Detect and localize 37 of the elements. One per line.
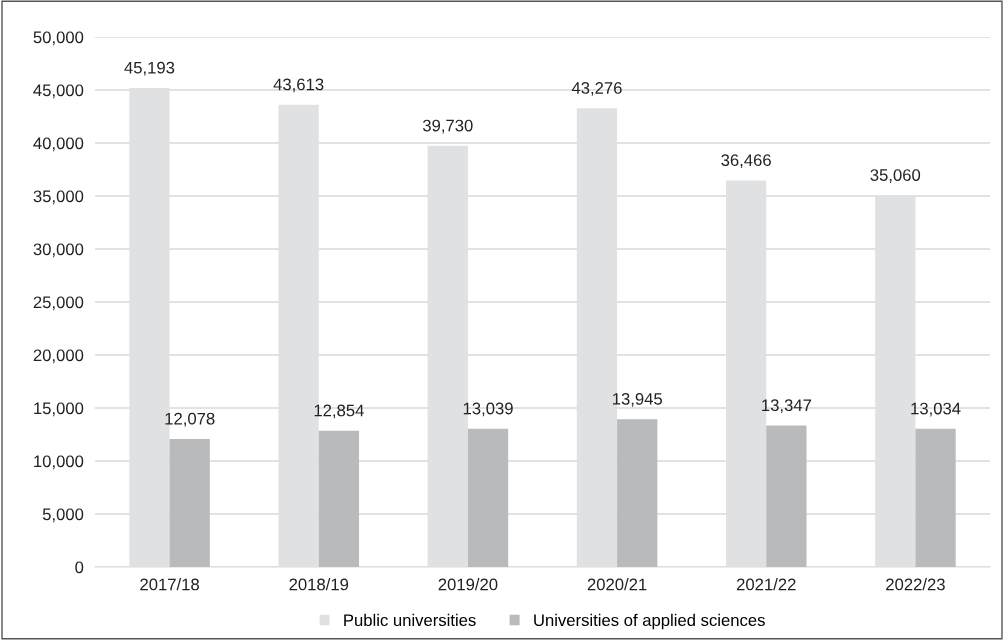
legend-label: Universities of applied sciences bbox=[534, 613, 765, 630]
data-label: 13,945 bbox=[613, 392, 663, 407]
y-tick-label: 5,000 bbox=[42, 508, 84, 523]
y-tick-label: 45,000 bbox=[33, 84, 84, 99]
x-tick-label: 2018/19 bbox=[289, 578, 349, 591]
data-label: 39,730 bbox=[422, 119, 473, 134]
bar bbox=[915, 428, 956, 567]
data-label: 45,193 bbox=[124, 61, 175, 76]
x-tick-label: 2019/20 bbox=[438, 578, 498, 591]
data-label: 12,078 bbox=[165, 412, 215, 427]
data-label: 35,060 bbox=[870, 169, 921, 183]
y-tick-label: 15,000 bbox=[34, 402, 84, 417]
data-label: 36,466 bbox=[721, 154, 771, 169]
y-tick-label: 40,000 bbox=[33, 137, 84, 152]
bar bbox=[617, 419, 658, 567]
x-tick-label: 2020/21 bbox=[587, 578, 647, 591]
bar bbox=[467, 428, 509, 567]
y-tick-label: 50,000 bbox=[33, 31, 84, 46]
y-tick-label: 0 bbox=[75, 561, 84, 574]
data-label: 13,347 bbox=[762, 399, 812, 414]
bar bbox=[766, 425, 807, 567]
x-tick-label: 2021/22 bbox=[736, 578, 796, 591]
y-tick-label: 35,000 bbox=[33, 190, 84, 205]
data-label: 12,854 bbox=[314, 404, 364, 419]
legend-label: Public universities bbox=[344, 613, 476, 627]
data-label: 13,039 bbox=[463, 402, 513, 417]
x-tick-label: 2022/23 bbox=[886, 578, 945, 591]
bar bbox=[169, 438, 210, 567]
y-tick-label: 25,000 bbox=[33, 296, 84, 311]
x-tick-label: 2017/18 bbox=[140, 578, 199, 591]
data-label: 13,034 bbox=[911, 402, 961, 417]
y-tick-label: 10,000 bbox=[34, 455, 84, 470]
y-tick-label: 30,000 bbox=[33, 243, 84, 258]
data-label: 43,276 bbox=[571, 82, 622, 96]
data-label: 43,613 bbox=[273, 78, 324, 93]
bar bbox=[318, 430, 360, 567]
y-tick-label: 20,000 bbox=[33, 349, 84, 364]
